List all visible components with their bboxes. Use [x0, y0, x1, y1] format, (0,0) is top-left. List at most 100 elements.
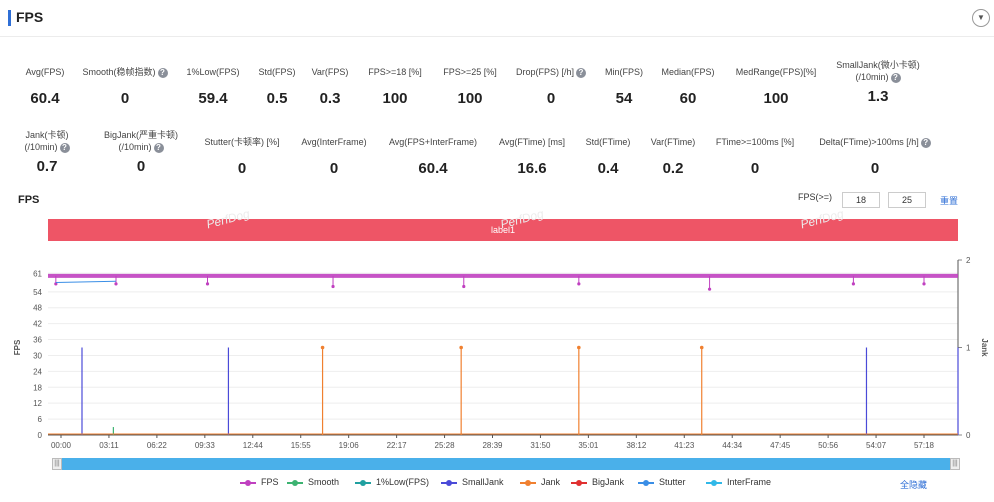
x-tick-label: 47:45 [770, 441, 791, 450]
metric-value: 0 [546, 90, 556, 107]
y2-axis-title: Jank [980, 338, 989, 357]
x-tick-label: 54:07 [866, 441, 887, 450]
metric-value: 0.3 [319, 90, 341, 107]
legend-item-stutter[interactable]: Stutter [638, 477, 686, 487]
metric-value: 1.3 [867, 88, 889, 105]
legend-item-interframe[interactable]: InterFrame [706, 477, 771, 487]
metric-r1-0: Avg(FPS) 60.4 [0, 66, 115, 107]
help-icon[interactable]: ? [576, 67, 586, 78]
help-icon[interactable]: ? [890, 72, 901, 83]
metric-value: 60 [679, 90, 697, 107]
metric-label: Std(FTime) [538, 136, 678, 148]
metric-label: FPS>=25 [%] [400, 66, 540, 78]
metric-value: 0 [329, 160, 339, 177]
help-icon[interactable]: ? [59, 142, 70, 153]
series-jank-marker [699, 345, 704, 350]
legend-dot [711, 479, 717, 486]
metric-label: Avg(InterFrame) [264, 136, 404, 148]
metric-label-text: Avg(InterFrame) [301, 137, 367, 147]
metric-value: 0 [870, 160, 880, 177]
metric-r2-0: Jank(卡顿) (/10min)? 0.7 [0, 129, 117, 175]
metric-value: 100 [763, 90, 789, 107]
zoom-handle-right[interactable]: ||| [950, 458, 960, 470]
metric-value: 100 [457, 90, 483, 107]
y-tick-label: 6 [38, 415, 43, 424]
series-fps-trace [55, 280, 116, 284]
metric-r2-8: FTime>=100ms [%] 0 [685, 136, 825, 177]
x-tick-label: 41:23 [674, 441, 695, 450]
metric-label: SmallJank(微小卡顿) [808, 59, 948, 71]
reset-button[interactable]: 重置 [940, 196, 959, 206]
metric-value: 0 [750, 160, 760, 177]
legend-item-smooth[interactable]: Smooth [287, 477, 339, 487]
metric-value: 54 [615, 90, 633, 107]
metric-value: 0.4 [597, 160, 619, 177]
metric-label-text: Stutter(卡顿率) [%] [204, 137, 280, 147]
metric-value: 0.7 [36, 158, 58, 175]
help-icon[interactable]: ? [920, 137, 931, 148]
metric-label-text: Min(FPS) [605, 67, 643, 77]
legend-dot [292, 479, 298, 486]
x-tick-label: 50:56 [818, 441, 839, 450]
y-tick-label: 54 [33, 288, 42, 297]
y-tick-label: 12 [33, 399, 42, 408]
threshold-low-input[interactable] [842, 192, 880, 208]
metric-unit-text: (/10min) [855, 72, 889, 82]
metric-value: 0.5 [266, 90, 288, 107]
metric-label-text: Var(FTime) [650, 137, 696, 147]
metric-label: Min(FPS) [554, 66, 694, 78]
zoom-handle-left[interactable]: ||| [52, 458, 62, 470]
metric-value: 0 [120, 90, 130, 107]
metric-label-text: Avg(FPS+InterFrame) [388, 137, 478, 147]
metric-label-unit: (/10min)? [0, 141, 117, 153]
legend-label: SmallJank [462, 477, 504, 487]
metric-label: MedRange(FPS)[%] [706, 66, 846, 78]
metric-r2-5: Avg(FTime) [ms] 16.6 [462, 136, 602, 177]
y-tick-label: 24 [33, 367, 42, 376]
metric-r1-7: Drop(FPS) [/h]? 0 [481, 66, 621, 107]
metric-unit-text: (/10min) [118, 142, 152, 152]
series-jank-marker [577, 345, 581, 350]
metric-label: Avg(FTime) [ms] [462, 136, 602, 148]
series-fps-point [577, 282, 581, 286]
x-tick-label: 12:44 [243, 441, 264, 450]
metric-label-text: BigJank(严重卡顿) [103, 130, 178, 140]
label-bar[interactable]: label1 [48, 219, 958, 241]
metric-label: Var(FTime) [603, 136, 743, 148]
help-icon[interactable]: ? [157, 67, 168, 78]
legend-label: InterFrame [727, 477, 772, 487]
chart-title: FPS [18, 194, 40, 206]
metric-unit-text: (/10min) [24, 142, 58, 152]
hide-all-button[interactable]: 全隐藏 [900, 480, 928, 490]
zoom-scrollbar[interactable]: ||| ||| [52, 458, 960, 470]
metric-r1-4: Var(FPS) 0.3 [260, 66, 400, 107]
legend-swatch [520, 479, 536, 486]
threshold-high-input[interactable] [888, 192, 926, 208]
x-tick-label: 15:55 [291, 441, 312, 450]
collapse-chevron-icon[interactable]: ▼ [972, 9, 990, 27]
x-tick-label: 09:33 [195, 441, 216, 450]
series-jank-marker [459, 345, 463, 350]
legend-item-bigjank[interactable]: BigJank [571, 477, 624, 487]
series-fps-point [462, 284, 466, 289]
metric-label: Drop(FPS) [/h]? [481, 66, 621, 78]
metric-label: Var(FPS) [260, 66, 400, 78]
legend-item-fps[interactable]: FPS [240, 477, 279, 487]
y-tick-label: 0 [38, 431, 43, 440]
legend-item-smalljank[interactable]: SmallJank [441, 477, 504, 487]
legend-item-jank[interactable]: Jank [520, 477, 560, 487]
y-axis-title: FPS [13, 339, 22, 355]
legend-label: Stutter [659, 477, 686, 487]
metric-label: 1%Low(FPS) [143, 66, 283, 78]
x-tick-label: 44:34 [722, 441, 743, 450]
help-icon[interactable]: ? [153, 142, 164, 153]
chart-legend: FPS Smooth 1%Low(FPS) SmallJank Jank BigJank S… [0, 477, 994, 491]
legend-swatch [638, 479, 654, 486]
header-accent-bar [8, 10, 11, 26]
y-tick-label: 48 [33, 304, 42, 313]
metric-label: Avg(FPS) [0, 66, 115, 78]
threshold-label: FPS(>=) [798, 192, 833, 202]
legend-item-1-low-fps-[interactable]: 1%Low(FPS) [355, 477, 429, 487]
metric-label-unit: (/10min)? [71, 141, 211, 153]
metric-label-text: Median(FPS) [661, 67, 715, 77]
